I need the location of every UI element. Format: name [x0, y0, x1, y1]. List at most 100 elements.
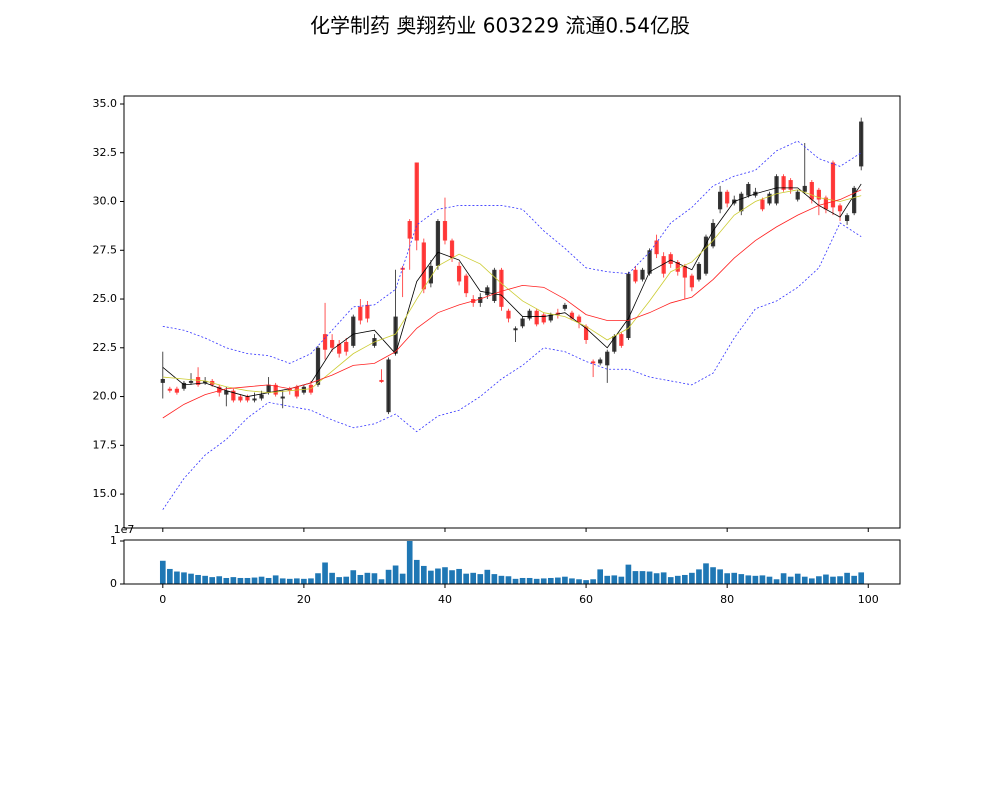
candle-body — [809, 182, 814, 200]
volume-bar — [519, 577, 526, 584]
candle-body — [626, 273, 631, 339]
volume-bar — [562, 576, 568, 584]
volume-bar — [632, 571, 639, 584]
volume-bar — [223, 577, 230, 584]
volume-bar — [406, 540, 413, 584]
volume-bar — [618, 576, 625, 584]
candle-body — [195, 377, 201, 385]
candle-body — [520, 318, 525, 327]
candle-body — [231, 390, 236, 401]
volume-bar — [322, 562, 328, 584]
x-tick-label: 0 — [159, 593, 166, 606]
y-tick-label: 25.0 — [93, 292, 118, 305]
candle-body — [548, 314, 553, 321]
candle-body — [449, 240, 455, 259]
volume-bar — [357, 574, 364, 584]
indicator-line — [162, 189, 862, 419]
candle-body — [181, 382, 187, 389]
volume-bar — [216, 576, 223, 584]
volume-bar — [710, 567, 716, 584]
candle-body — [188, 380, 194, 383]
y-tick-label: 20.0 — [93, 390, 118, 403]
volume-bar — [371, 573, 378, 584]
volume-bar — [533, 578, 540, 584]
candle-body — [746, 183, 751, 196]
candle-body — [273, 384, 278, 395]
volume-bar — [435, 568, 441, 584]
candle-body — [238, 396, 243, 401]
volume-bar — [547, 577, 554, 584]
volume-bar — [674, 575, 681, 584]
volume-bar — [794, 573, 801, 584]
volume-bar — [717, 569, 723, 584]
volume-bar — [336, 577, 342, 584]
volume-bar — [286, 578, 293, 584]
candle-body — [661, 256, 666, 274]
volume-bar — [399, 573, 406, 584]
candle-body — [421, 242, 426, 290]
candle-body — [379, 379, 384, 382]
volume-bar — [181, 572, 187, 584]
candle-body — [506, 310, 511, 319]
candle-body — [442, 221, 448, 241]
candle-body — [654, 240, 659, 255]
candle-body — [287, 388, 292, 391]
candle-body — [541, 314, 546, 323]
volume-bar — [343, 576, 350, 584]
volume-bar — [844, 572, 850, 584]
candle-body — [569, 312, 575, 319]
volume-bar — [738, 574, 745, 584]
y-tick-label: 27.5 — [93, 243, 118, 256]
volume-bar — [308, 578, 314, 584]
volume-bar — [689, 572, 695, 584]
candle-body — [725, 191, 730, 204]
volume-bar — [555, 577, 561, 584]
candle-body — [252, 398, 257, 401]
candle-body — [583, 326, 589, 340]
volume-bar — [667, 577, 674, 584]
volume-bar — [350, 570, 357, 584]
x-tick-label: 60 — [579, 593, 593, 606]
volume-bar — [484, 569, 491, 584]
candle-body — [167, 388, 172, 391]
volume-bar — [279, 578, 286, 584]
y-tick-label: 30.0 — [93, 195, 118, 208]
volume-bar — [512, 578, 519, 584]
volume-bar — [413, 559, 420, 584]
candle-body — [689, 275, 695, 288]
volume-bar — [597, 569, 604, 584]
volume-bar — [696, 569, 702, 584]
candle-body — [781, 176, 786, 190]
candle-body — [760, 199, 765, 210]
volume-bar — [301, 578, 307, 584]
candle-body — [174, 388, 180, 393]
candle-body — [612, 336, 617, 352]
volume-bar — [590, 579, 596, 584]
y-tick-label: 15.0 — [93, 487, 118, 500]
volume-bar — [329, 572, 335, 584]
volume-bar — [477, 574, 484, 584]
x-tick-label: 80 — [720, 593, 734, 606]
candle-body — [633, 269, 638, 282]
volume-bar — [604, 575, 611, 584]
axes-frame — [123, 95, 901, 529]
volume-bar — [272, 575, 279, 584]
indicator-line — [162, 183, 862, 397]
volume-bar — [731, 572, 738, 584]
y-tick-label: 22.5 — [93, 341, 118, 354]
volume-bar — [265, 577, 272, 584]
volume-bar — [442, 567, 448, 584]
candle-body — [696, 263, 702, 280]
candle-body — [315, 347, 321, 385]
candle-body — [717, 191, 723, 210]
candle-body — [456, 265, 462, 282]
candle-body — [428, 265, 433, 284]
volume-bar — [428, 570, 434, 584]
candle-body — [703, 236, 709, 274]
volume-bar — [540, 578, 547, 584]
candle-body — [562, 304, 568, 309]
candle-body — [280, 396, 285, 399]
indicator-line — [162, 222, 862, 510]
x-tick-label: 20 — [297, 593, 311, 606]
